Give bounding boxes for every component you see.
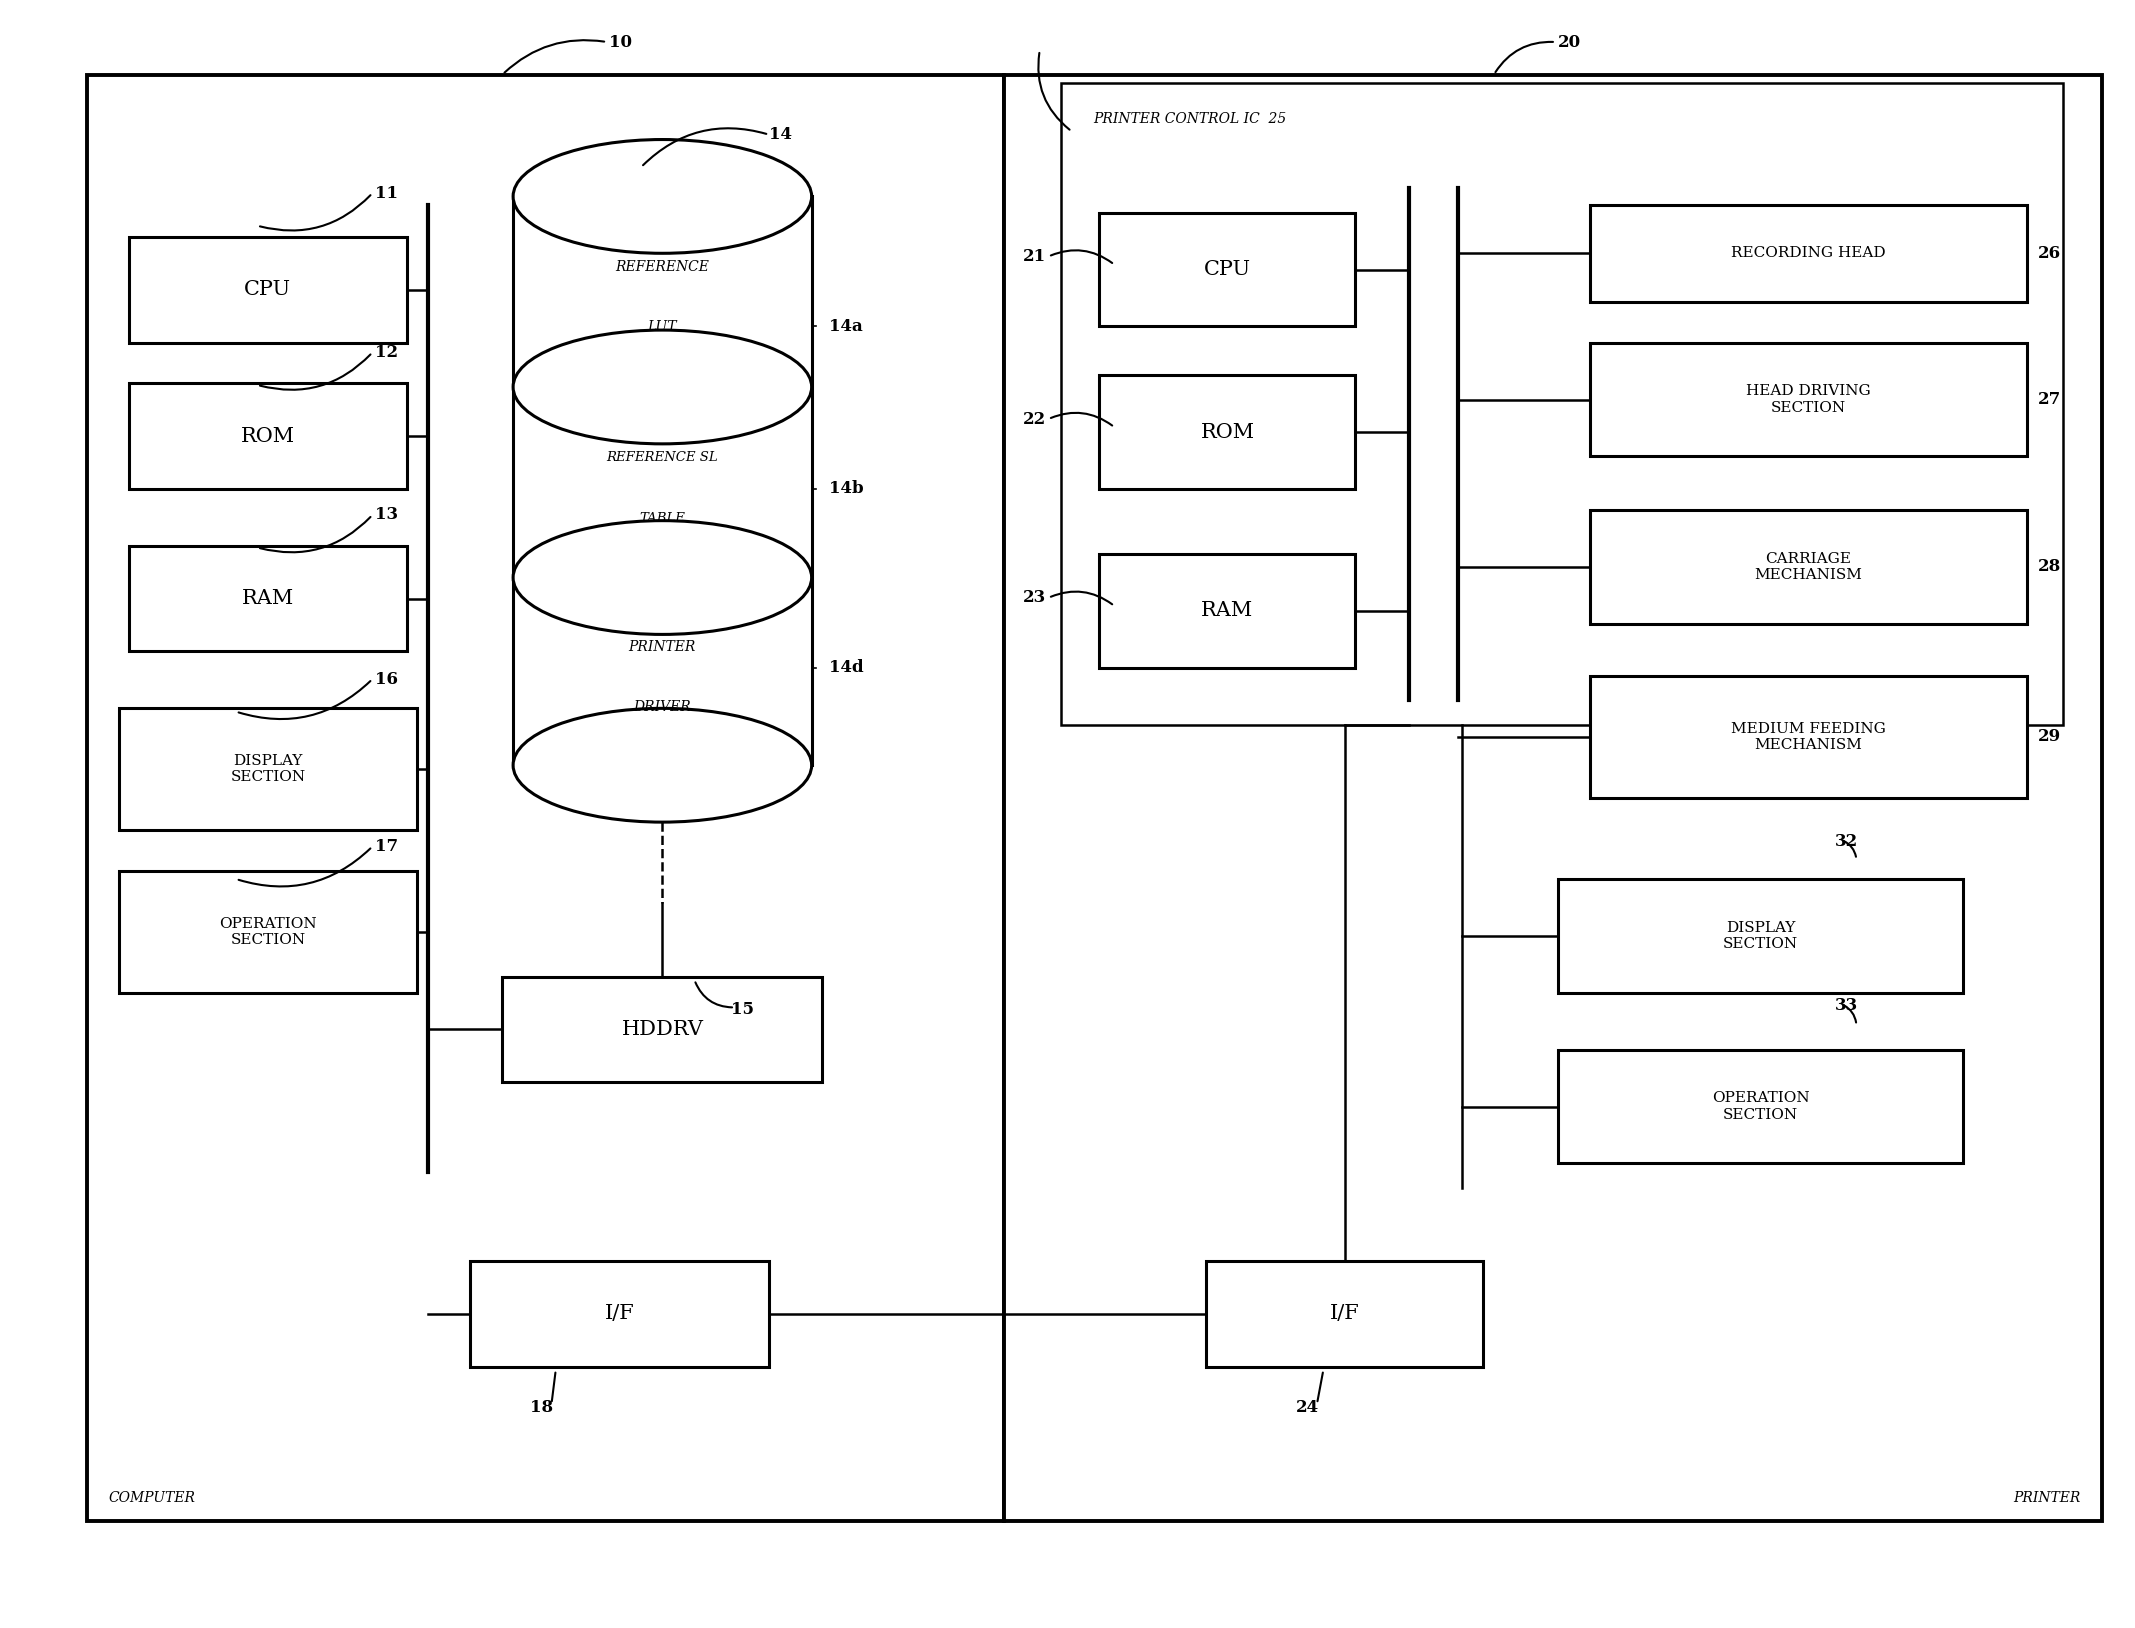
Text: OPERATION
SECTION: OPERATION SECTION: [1712, 1091, 1808, 1122]
Ellipse shape: [512, 708, 811, 822]
Text: I/F: I/F: [604, 1304, 634, 1324]
Text: 14b: 14b: [828, 480, 863, 498]
Text: TABLE: TABLE: [640, 511, 685, 524]
Text: DRIVER: DRIVER: [634, 700, 692, 715]
FancyBboxPatch shape: [130, 545, 406, 651]
Text: DISPLAY
SECTION: DISPLAY SECTION: [231, 754, 305, 785]
Text: 14: 14: [769, 125, 792, 143]
FancyBboxPatch shape: [1591, 342, 2026, 456]
FancyBboxPatch shape: [1100, 213, 1356, 327]
Text: 11: 11: [374, 184, 397, 202]
FancyBboxPatch shape: [1061, 83, 2062, 724]
Text: PRINTER: PRINTER: [628, 640, 696, 654]
Text: REFERENCE: REFERENCE: [615, 260, 709, 274]
FancyBboxPatch shape: [1591, 676, 2026, 798]
FancyBboxPatch shape: [502, 977, 822, 1083]
Text: I/F: I/F: [1330, 1304, 1360, 1324]
Ellipse shape: [512, 140, 811, 254]
Text: 27: 27: [2037, 391, 2060, 409]
FancyBboxPatch shape: [130, 238, 406, 342]
FancyBboxPatch shape: [120, 871, 416, 993]
Text: ROM: ROM: [241, 427, 295, 446]
Text: 16: 16: [374, 671, 397, 687]
Text: 32: 32: [1836, 834, 1857, 850]
Text: PRINTER: PRINTER: [2013, 1491, 2079, 1504]
Text: RECORDING HEAD: RECORDING HEAD: [1731, 246, 1885, 260]
Text: 18: 18: [529, 1398, 553, 1416]
FancyBboxPatch shape: [1591, 510, 2026, 624]
FancyBboxPatch shape: [1206, 1262, 1484, 1366]
FancyBboxPatch shape: [130, 383, 406, 488]
FancyBboxPatch shape: [1003, 75, 2101, 1521]
Text: MEDIUM FEEDING
MECHANISM: MEDIUM FEEDING MECHANISM: [1731, 721, 1885, 752]
Text: 33: 33: [1836, 998, 1857, 1014]
FancyBboxPatch shape: [88, 75, 1003, 1521]
Text: 14a: 14a: [828, 317, 863, 335]
FancyBboxPatch shape: [1591, 205, 2026, 303]
Text: 28: 28: [2037, 558, 2060, 575]
Text: 13: 13: [374, 506, 397, 524]
FancyBboxPatch shape: [1100, 374, 1356, 488]
Text: 15: 15: [730, 1001, 754, 1018]
Text: 22: 22: [1023, 410, 1046, 428]
FancyBboxPatch shape: [1559, 1050, 1962, 1164]
Text: 26: 26: [2037, 244, 2060, 262]
Text: 12: 12: [374, 344, 397, 361]
Text: 10: 10: [608, 34, 632, 50]
Text: RAM: RAM: [241, 589, 295, 609]
Text: 17: 17: [374, 838, 397, 855]
Text: COMPUTER: COMPUTER: [109, 1491, 194, 1504]
Text: 24: 24: [1296, 1398, 1319, 1416]
Ellipse shape: [512, 521, 811, 635]
Text: OPERATION
SECTION: OPERATION SECTION: [220, 917, 316, 947]
Text: 21: 21: [1023, 247, 1046, 265]
Text: 20: 20: [1559, 34, 1582, 50]
Text: ROM: ROM: [1200, 423, 1255, 441]
Text: REFERENCE SL: REFERENCE SL: [606, 451, 717, 464]
FancyBboxPatch shape: [1100, 554, 1356, 667]
Text: 14d: 14d: [828, 659, 863, 676]
Text: DISPLAY
SECTION: DISPLAY SECTION: [1723, 921, 1798, 951]
Text: 23: 23: [1023, 589, 1046, 606]
Text: 29: 29: [2037, 728, 2060, 746]
FancyBboxPatch shape: [470, 1262, 769, 1366]
Text: HDDRV: HDDRV: [621, 1019, 702, 1039]
Text: CPU: CPU: [243, 280, 292, 300]
Text: RAM: RAM: [1202, 601, 1253, 620]
Text: HEAD DRIVING
SECTION: HEAD DRIVING SECTION: [1746, 384, 1870, 415]
FancyBboxPatch shape: [120, 708, 416, 830]
Text: CPU: CPU: [1204, 260, 1251, 278]
Text: LUT: LUT: [647, 321, 677, 334]
Text: CARRIAGE
MECHANISM: CARRIAGE MECHANISM: [1755, 552, 1862, 583]
Text: PRINTER CONTROL IC  25: PRINTER CONTROL IC 25: [1093, 112, 1285, 125]
FancyBboxPatch shape: [1559, 879, 1962, 993]
Ellipse shape: [512, 330, 811, 444]
